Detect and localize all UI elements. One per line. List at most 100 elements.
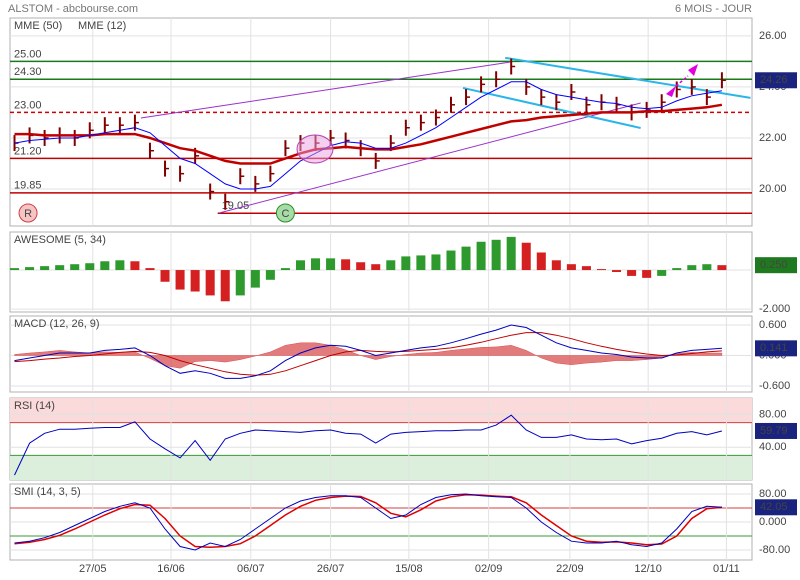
indicator-line [14,493,722,551]
trendline [462,86,641,129]
bar [280,268,290,271]
oversold-zone [10,455,752,480]
bar [642,270,652,278]
bar [190,270,200,292]
x-tick-label: 16/06 [157,563,185,575]
legend-entry: MME (50) [14,20,62,32]
current-value: 0.250 [760,259,788,271]
x-tick-label: 27/05 [79,563,107,575]
bar [145,268,155,271]
bar [311,258,321,271]
header-right: 6 MOIS - JOUR [675,3,752,15]
x-tick-label: 02/09 [475,563,503,575]
x-tick-label: 06/07 [237,563,265,575]
bar [717,265,727,271]
y-tick-label: -0.600 [759,380,790,392]
bar [386,260,396,271]
level-label: 19.05 [222,200,250,212]
y-tick-label: 20.00 [759,183,787,195]
bar [25,267,35,271]
current-value-box [755,422,797,439]
trendline [140,61,512,119]
trendline [219,102,641,214]
legend-entry: MME (12) [78,20,126,32]
bar [596,269,607,271]
bar [431,254,441,271]
bar [702,264,712,271]
current-value-box [755,499,797,516]
y-tick-label: 80.00 [759,488,787,500]
bar [657,270,667,276]
current-value: 59.79 [760,425,788,437]
signal-marker [275,203,295,223]
bar [10,268,20,271]
bar [566,264,576,271]
bar [536,252,546,271]
signal-marker [18,203,38,223]
arrow [688,64,698,76]
panel [9,17,753,227]
bar [687,265,697,271]
panel [9,231,753,313]
panel-title: RSI (14) [14,400,55,412]
bar [416,255,426,271]
header-left: ALSTOM - abcbourse.com [8,3,138,15]
panel-title: AWESOME (5, 34) [14,234,106,246]
bar [115,260,125,271]
bar [672,268,682,271]
level-label: 25.00 [14,48,42,60]
y-tick-label: 0.600 [759,319,787,331]
current-value-box [755,340,797,357]
bar [491,239,501,271]
bar [461,246,471,271]
x-tick-label: 12/10 [634,563,662,575]
indicator-line [14,332,722,376]
indicator-line [14,414,723,476]
bar [160,270,170,282]
bar [40,266,50,271]
bar [341,259,351,271]
highlight-circle [296,134,334,164]
current-value: 0.141 [760,342,788,354]
x-tick-label: 01/11 [713,563,740,575]
y-tick-label: 22.00 [759,132,787,144]
y-tick-label: 0.000 [759,516,787,528]
bar [130,261,140,271]
bar [175,270,185,290]
indicator-line [14,324,722,379]
y-tick-label: -80.00 [759,544,790,556]
bar [265,270,275,280]
signal-label: C [281,208,289,220]
signal-label: R [24,208,32,220]
panel-title: MACD (12, 26, 9) [14,318,100,330]
indicator-line [14,103,723,165]
y-tick-label: 80.00 [759,408,787,420]
x-tick-label: 15/08 [395,563,423,575]
bar [100,261,110,271]
bar [220,270,230,302]
bar [612,270,622,272]
bar [326,258,336,271]
bar [581,266,591,271]
bar [521,242,531,271]
bar [371,264,381,271]
bar [551,260,561,271]
level-label: 19.85 [14,180,42,192]
bar [506,236,516,271]
bar [627,270,637,276]
bar [446,250,456,271]
level-label: 21.20 [14,145,42,157]
bar [235,270,245,296]
bar [250,270,260,288]
current-value: 24.26 [760,74,788,86]
current-value-box [755,257,797,274]
y-tick-label: -2.000 [759,303,790,315]
arrow [666,86,676,97]
current-value: 42.05 [760,501,788,513]
y-tick-label: 40.00 [759,441,787,453]
bar [205,270,215,296]
current-value-box [755,72,797,89]
bar [70,264,80,271]
